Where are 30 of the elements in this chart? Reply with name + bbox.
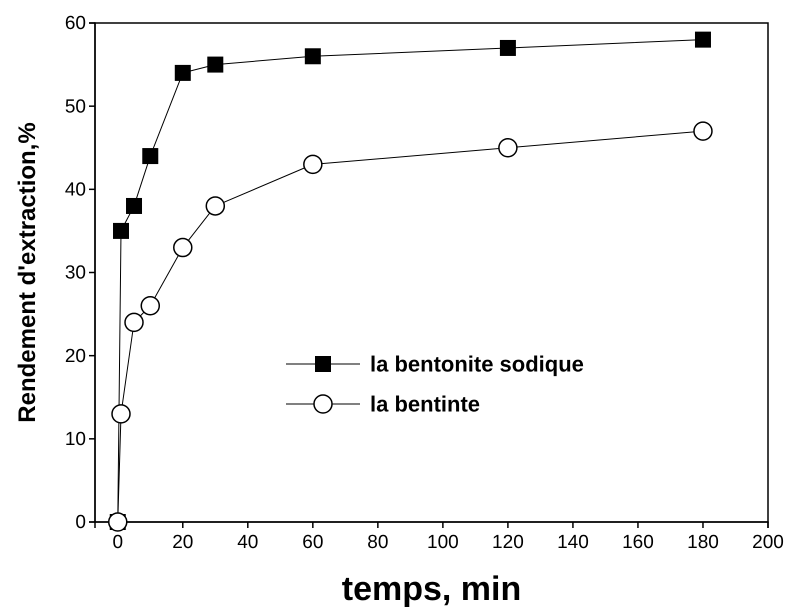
- x-tick-label: 40: [237, 532, 258, 554]
- x-tick-label: 180: [687, 532, 719, 554]
- x-tick-label: 20: [172, 532, 194, 554]
- point: [113, 222, 130, 239]
- y-tick-label: 0: [75, 512, 86, 534]
- y-axis-title: Rendement d'extraction,%: [14, 122, 41, 423]
- point: [207, 56, 224, 73]
- y-tick-label: 50: [64, 96, 86, 118]
- y-tick-label: 30: [64, 262, 86, 284]
- x-tick-label: 200: [752, 532, 784, 554]
- x-axis-title: temps, min: [342, 570, 522, 608]
- point: [500, 40, 516, 56]
- point: [174, 64, 191, 81]
- x-tick-label: 140: [557, 532, 589, 554]
- legend-label: la bentinte: [370, 392, 480, 417]
- point: [126, 198, 142, 214]
- point: [142, 148, 158, 164]
- y-tick-label: 10: [64, 428, 86, 450]
- y-tick-label: 60: [64, 13, 86, 34]
- x-tick-label: 160: [622, 532, 654, 554]
- x-tick-label: 60: [302, 532, 324, 554]
- legend-label: la bentonite sodique: [370, 352, 584, 377]
- point: [694, 32, 711, 48]
- y-tick-label: 20: [64, 346, 86, 367]
- x-tick-label: 80: [367, 532, 388, 554]
- x-tick-label: 120: [492, 532, 524, 554]
- x-tick-label: 0: [112, 532, 124, 554]
- x-tick-label: 100: [427, 532, 459, 554]
- point: [304, 48, 321, 64]
- y-tick-label: 40: [64, 179, 86, 200]
